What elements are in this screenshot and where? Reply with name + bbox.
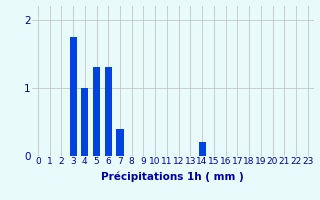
Bar <box>116 129 124 156</box>
Bar <box>69 37 76 156</box>
Bar <box>93 67 100 156</box>
Bar <box>81 88 88 156</box>
Bar <box>199 142 206 156</box>
X-axis label: Précipitations 1h ( mm ): Précipitations 1h ( mm ) <box>101 172 244 182</box>
Bar <box>105 67 112 156</box>
